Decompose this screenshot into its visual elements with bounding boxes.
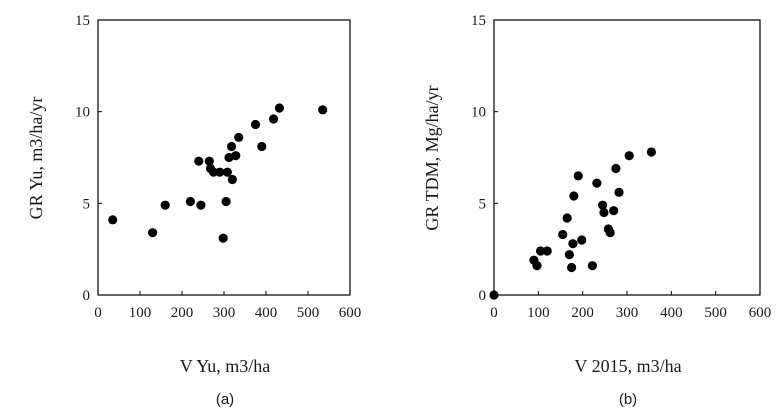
scatter-panel-b: 0 100 200 300 400 500 600 0 5 10 15 V 2015, m3/ha… xyxy=(422,13,771,408)
data-point xyxy=(605,228,615,238)
data-point xyxy=(609,206,619,216)
data-point xyxy=(208,167,219,177)
data-point xyxy=(599,207,609,218)
data-point xyxy=(564,250,574,260)
x-tick-label: 400 xyxy=(255,305,278,321)
x-tick-label: 400 xyxy=(660,305,683,321)
data-point xyxy=(185,196,195,207)
data-point xyxy=(598,200,608,210)
x-tick-label: 500 xyxy=(297,305,320,321)
data-point xyxy=(624,151,634,161)
data-point xyxy=(558,229,568,240)
y-tick-label: 15 xyxy=(471,13,486,29)
x-tick-label: 300 xyxy=(213,305,236,321)
data-point xyxy=(160,200,170,210)
data-point xyxy=(221,196,231,207)
x-tick-label: 0 xyxy=(94,305,102,321)
data-point xyxy=(569,191,579,201)
y-tick-label: 0 xyxy=(83,288,91,304)
y-tick-label: 5 xyxy=(479,196,487,212)
data-point xyxy=(194,156,204,166)
data-point xyxy=(218,233,228,243)
data-point xyxy=(562,213,572,223)
data-point xyxy=(215,167,225,177)
x-tick-label: 100 xyxy=(527,305,550,321)
plot-frame-a xyxy=(97,19,351,296)
data-point xyxy=(108,215,118,225)
data-point xyxy=(231,151,241,161)
y-tick-label: 10 xyxy=(471,105,486,121)
data-point xyxy=(204,156,214,166)
x-tick-label: 500 xyxy=(704,305,727,321)
data-point xyxy=(566,262,577,273)
x-tick-label: 200 xyxy=(171,305,194,321)
x-ticks-b: 0 100 200 300 400 500 600 xyxy=(490,291,771,321)
y-tick-label: 0 xyxy=(479,288,487,304)
y-axis-label-b: GR TDM, Mg/ha/yr xyxy=(422,85,442,230)
data-point xyxy=(532,261,542,271)
data-point xyxy=(318,105,328,115)
data-point xyxy=(646,147,656,157)
data-point xyxy=(222,167,232,177)
y-tick-label: 15 xyxy=(75,13,90,29)
x-tick-label: 300 xyxy=(616,305,639,321)
points-a xyxy=(108,103,328,243)
x-tick-label: 0 xyxy=(490,305,498,321)
data-point xyxy=(227,174,237,185)
points-b xyxy=(489,147,656,300)
x-axis-label-a: V Yu, m3/ha xyxy=(180,356,271,376)
y-tick-label: 5 xyxy=(83,196,91,212)
scatter-panel-a: 0 100 200 300 400 500 600 0 5 10 15 V Yu, m3/ha G… xyxy=(26,13,361,408)
x-tick-label: 600 xyxy=(749,305,772,321)
data-point xyxy=(611,163,621,174)
data-point xyxy=(489,290,499,300)
panel-label-a: (a) xyxy=(216,391,234,408)
data-point xyxy=(268,114,279,124)
panel-label-b: (b) xyxy=(619,391,637,408)
data-point xyxy=(226,141,237,152)
data-point xyxy=(250,119,261,130)
data-point xyxy=(196,200,206,210)
x-axis-label-b: V 2015, m3/ha xyxy=(574,356,681,376)
y-ticks-b: 0 5 10 15 xyxy=(471,13,498,304)
x-ticks-a: 0 100 200 300 400 500 600 xyxy=(94,291,361,321)
data-point xyxy=(257,141,267,152)
data-point xyxy=(587,261,598,271)
data-point xyxy=(577,235,587,245)
data-point xyxy=(542,246,552,256)
data-point xyxy=(535,246,546,256)
data-point xyxy=(614,187,624,197)
data-point xyxy=(573,171,583,181)
data-point xyxy=(592,178,602,188)
x-tick-label: 200 xyxy=(571,305,594,321)
y-tick-label: 10 xyxy=(75,105,90,121)
data-point xyxy=(274,103,285,113)
data-point xyxy=(568,239,578,249)
x-tick-label: 600 xyxy=(339,305,362,321)
y-axis-label-a: GR Yu, m3/ha/yr xyxy=(26,97,46,220)
x-tick-label: 100 xyxy=(129,305,152,321)
data-point xyxy=(148,228,158,238)
y-ticks-a: 0 5 10 15 xyxy=(75,13,102,304)
data-point xyxy=(234,132,244,142)
